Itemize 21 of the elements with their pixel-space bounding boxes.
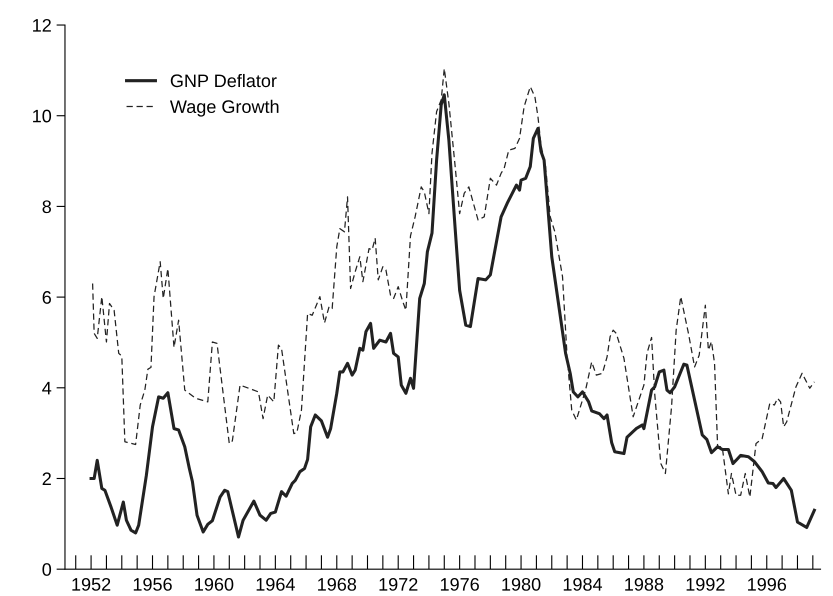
y-tick-label: 6	[42, 291, 51, 304]
x-tick-label: 1992	[686, 578, 725, 591]
x-tick-label: 1984	[564, 578, 602, 591]
y-tick-label: 10	[33, 110, 52, 122]
y-tick-label: 4	[42, 382, 52, 394]
y-tick-label: 2	[42, 472, 51, 486]
x-tick-label: 1972	[380, 578, 418, 591]
x-tick-label: 1964	[256, 578, 295, 591]
y-tick-label: 8	[42, 200, 51, 214]
x-tick-label: 1988	[625, 578, 664, 591]
x-tick-label: 1980	[502, 578, 540, 591]
x-tick-label: 1952	[72, 578, 110, 591]
y-tick-label: 0	[42, 563, 52, 576]
x-tick-label: 1956	[134, 578, 172, 591]
legend-label: Wage Growth	[170, 100, 278, 117]
y-tick-label: 12	[33, 18, 51, 32]
x-tick-label: 1968	[318, 578, 356, 591]
x-tick-label: 1976	[440, 578, 479, 591]
legend-label: GNP Deflator	[170, 74, 277, 88]
x-tick-label: 1996	[748, 578, 786, 591]
x-tick-label: 1960	[195, 578, 234, 591]
